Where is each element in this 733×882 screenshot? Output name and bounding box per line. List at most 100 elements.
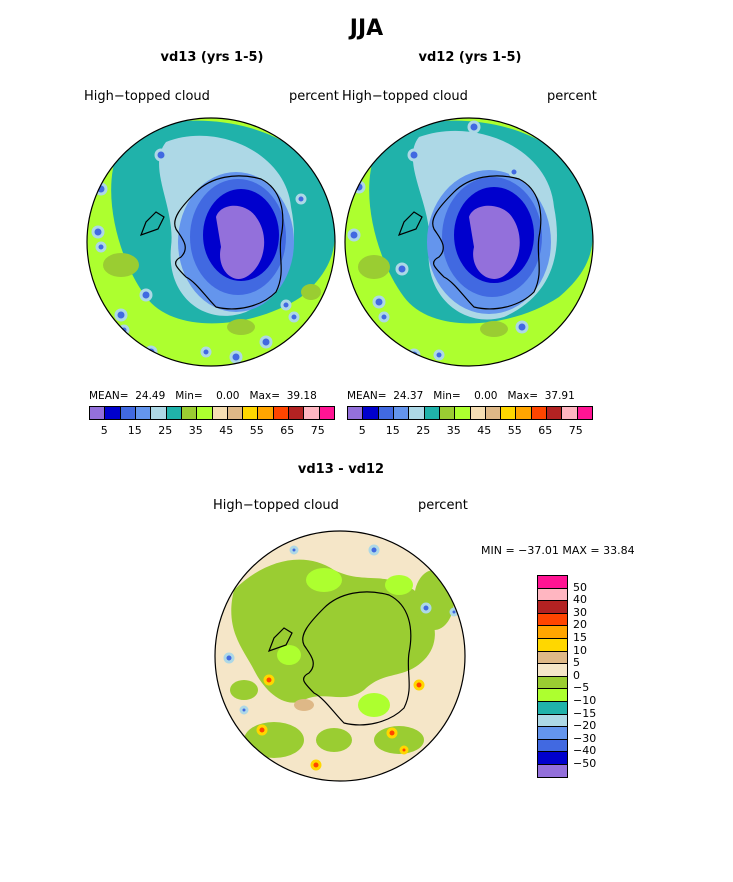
diff-subtitle: vd13 - vd12 [297,462,385,477]
colorbar-swatch [393,407,410,419]
blob-olive-2 [227,319,255,335]
colorbar-swatch [538,601,567,614]
colorbar-tick-label: −10 [573,694,597,707]
colorbar-swatch [151,407,167,419]
colorbar-tick-label: 5 [100,424,108,437]
colorbar-swatch [227,407,244,419]
colorbar-swatch [538,714,567,728]
colorbar-swatch [470,407,486,419]
colorbar-tick-label: 75 [310,424,325,437]
colorbar-swatch [531,407,548,419]
colorbar-swatch [538,651,567,665]
panel2-stats: MEAN= 24.37 Min= 0.00 Max= 37.91 [347,390,575,402]
colorbar-swatch [516,407,532,419]
colorbar-tick-label: 15 [573,631,587,644]
colorbar-swatch [538,752,567,765]
colorbar-swatch [348,407,364,419]
colorbar-swatch [424,407,440,419]
colorbar-swatch [378,407,394,419]
colorbar-swatch [105,407,121,419]
colorbar-swatch [135,407,152,419]
panel1-subtitle: vd13 (yrs 1-5) [160,50,264,65]
colorbar-swatch [363,407,379,419]
colorbar-swatch [243,407,259,419]
diff-colorbar [537,575,568,778]
colorbar-swatch [538,739,567,753]
colorbar-tick-label: 20 [573,618,587,632]
colorbar-swatch [273,407,290,419]
panel2-units-label: percent [547,89,597,104]
colorbar-swatch [197,407,213,419]
colorbar-swatch [538,588,567,602]
colorbar-swatch [547,407,563,419]
diff-minmax: MIN = −37.01 MAX = 33.84 [481,544,635,557]
panel2-map [344,117,594,367]
blob-olive-1 [103,253,139,277]
colorbar-tick-label: 55 [249,424,264,437]
colorbar-tick-label: 5 [573,656,580,670]
panel1-colorbar [89,406,335,420]
colorbar-tick-label: −50 [573,757,597,770]
colorbar-swatch [166,407,182,419]
colorbar-swatch [538,727,567,740]
colorbar-swatch [181,407,198,419]
panel1-map [86,117,336,367]
diff-colorbar-ticks: 50 40 30 20 15 10 5 0 −5 −10 −15 −20 −30 −40 −50 [573,575,633,785]
spots-blue [91,148,307,364]
colorbar-tick-label: 0 [573,668,580,682]
colorbar-tick-label: −30 [573,731,597,745]
colorbar-tick-label: −20 [573,719,597,733]
diff-units-label: percent [418,498,468,513]
colorbar-swatch [90,407,106,419]
colorbar-swatch [289,407,305,419]
colorbar-swatch [304,407,320,419]
diff-map [214,530,466,782]
colorbar-tick-label: 55 [507,424,522,437]
colorbar-tick-label: 15 [385,424,400,437]
colorbar-swatch [538,626,567,639]
panel1-colorbar-ticks: 5 15 25 35 45 55 65 75 [89,424,333,438]
colorbar-swatch [120,407,136,419]
colorbar-swatch [212,407,228,419]
colorbar-tick-label: 25 [416,424,431,437]
colorbar-swatch [538,576,567,589]
colorbar-swatch [258,407,274,419]
colorbar-swatch [538,701,567,715]
colorbar-swatch [538,676,567,690]
colorbar-swatch [577,407,592,419]
colorbar-tick-label: 35 [188,424,203,437]
colorbar-swatch [538,613,567,627]
panel1-stats: MEAN= 24.49 Min= 0.00 Max= 39.18 [89,390,317,402]
colorbar-swatch [319,407,334,419]
colorbar-swatch [439,407,456,419]
panel2-subtitle: vd12 (yrs 1-5) [418,50,522,65]
colorbar-tick-label: 65 [280,424,295,437]
core-purple [216,205,265,279]
colorbar-swatch [485,407,502,419]
colorbar-tick-label: −40 [573,744,597,758]
panel1-field-label: High−topped cloud [84,89,210,104]
colorbar-swatch [501,407,517,419]
colorbar-tick-label: 75 [568,424,583,437]
panel2-colorbar [347,406,593,420]
colorbar-swatch [538,638,567,652]
colorbar-tick-label: 15 [127,424,142,437]
colorbar-tick-label: −15 [573,706,597,720]
colorbar-swatch [455,407,471,419]
colorbar-swatch [538,664,567,677]
colorbar-tick-label: 35 [446,424,461,437]
colorbar-tick-label: 25 [158,424,173,437]
coastline [139,175,284,310]
colorbar-swatch [538,689,567,702]
colorbar-tick-label: 10 [573,643,587,657]
figure-title: JJA [349,16,384,41]
blob-olive-3 [301,284,321,300]
colorbar-swatch [538,764,567,777]
diff-field-label: High−topped cloud [213,498,339,513]
colorbar-tick-label: −5 [573,681,590,695]
colorbar-tick-label: 45 [477,424,492,437]
colorbar-swatch [409,407,425,419]
colorbar-tick-label: 50 [573,580,587,594]
panel2-colorbar-ticks: 5 15 25 35 45 55 65 75 [347,424,591,438]
panel2-field-label: High−topped cloud [342,89,468,104]
